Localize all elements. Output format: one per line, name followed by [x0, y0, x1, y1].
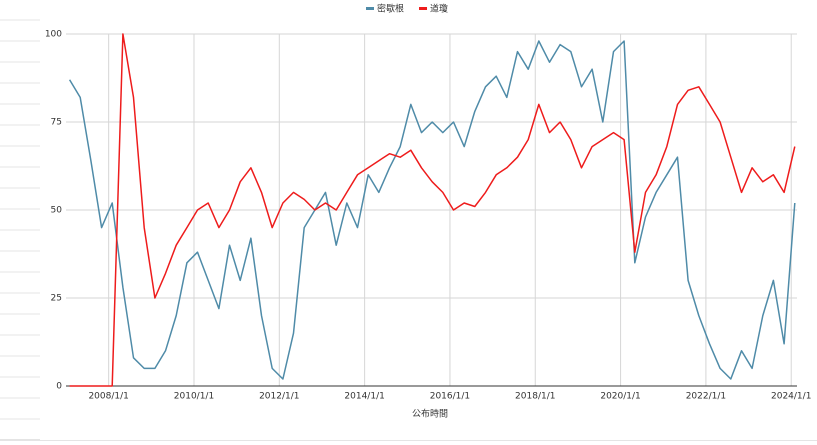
x-tick-label: 2008/1/1: [88, 392, 128, 402]
x-tick-label: 2010/1/1: [174, 392, 214, 402]
y-tick-label: 100: [45, 30, 62, 40]
chart-area: [40, 0, 817, 440]
series-line: [69, 33, 796, 387]
y-tick-label: 25: [51, 294, 62, 304]
x-tick-label: 2022/1/1: [686, 392, 726, 402]
y-tick-label: 50: [51, 206, 63, 216]
legend-swatch: [419, 7, 428, 10]
x-tick-label: 2014/1/1: [344, 392, 384, 402]
legend-swatch: [366, 7, 374, 10]
x-tick-label: 2012/1/1: [259, 392, 299, 402]
legend-label: 道瓊: [430, 3, 448, 15]
x-tick-label: 2024/1/1: [771, 392, 811, 402]
y-tick-label: 0: [56, 382, 62, 392]
x-tick-label: 2018/1/1: [515, 392, 555, 402]
x-tick-label: 2016/1/1: [430, 392, 470, 402]
series-line: [68, 40, 796, 380]
y-tick-label: 75: [51, 118, 62, 128]
x-axis-title: 公布時間: [412, 408, 448, 420]
x-tick-label: 2020/1/1: [600, 392, 640, 402]
legend-label: 密歇根: [377, 3, 404, 15]
